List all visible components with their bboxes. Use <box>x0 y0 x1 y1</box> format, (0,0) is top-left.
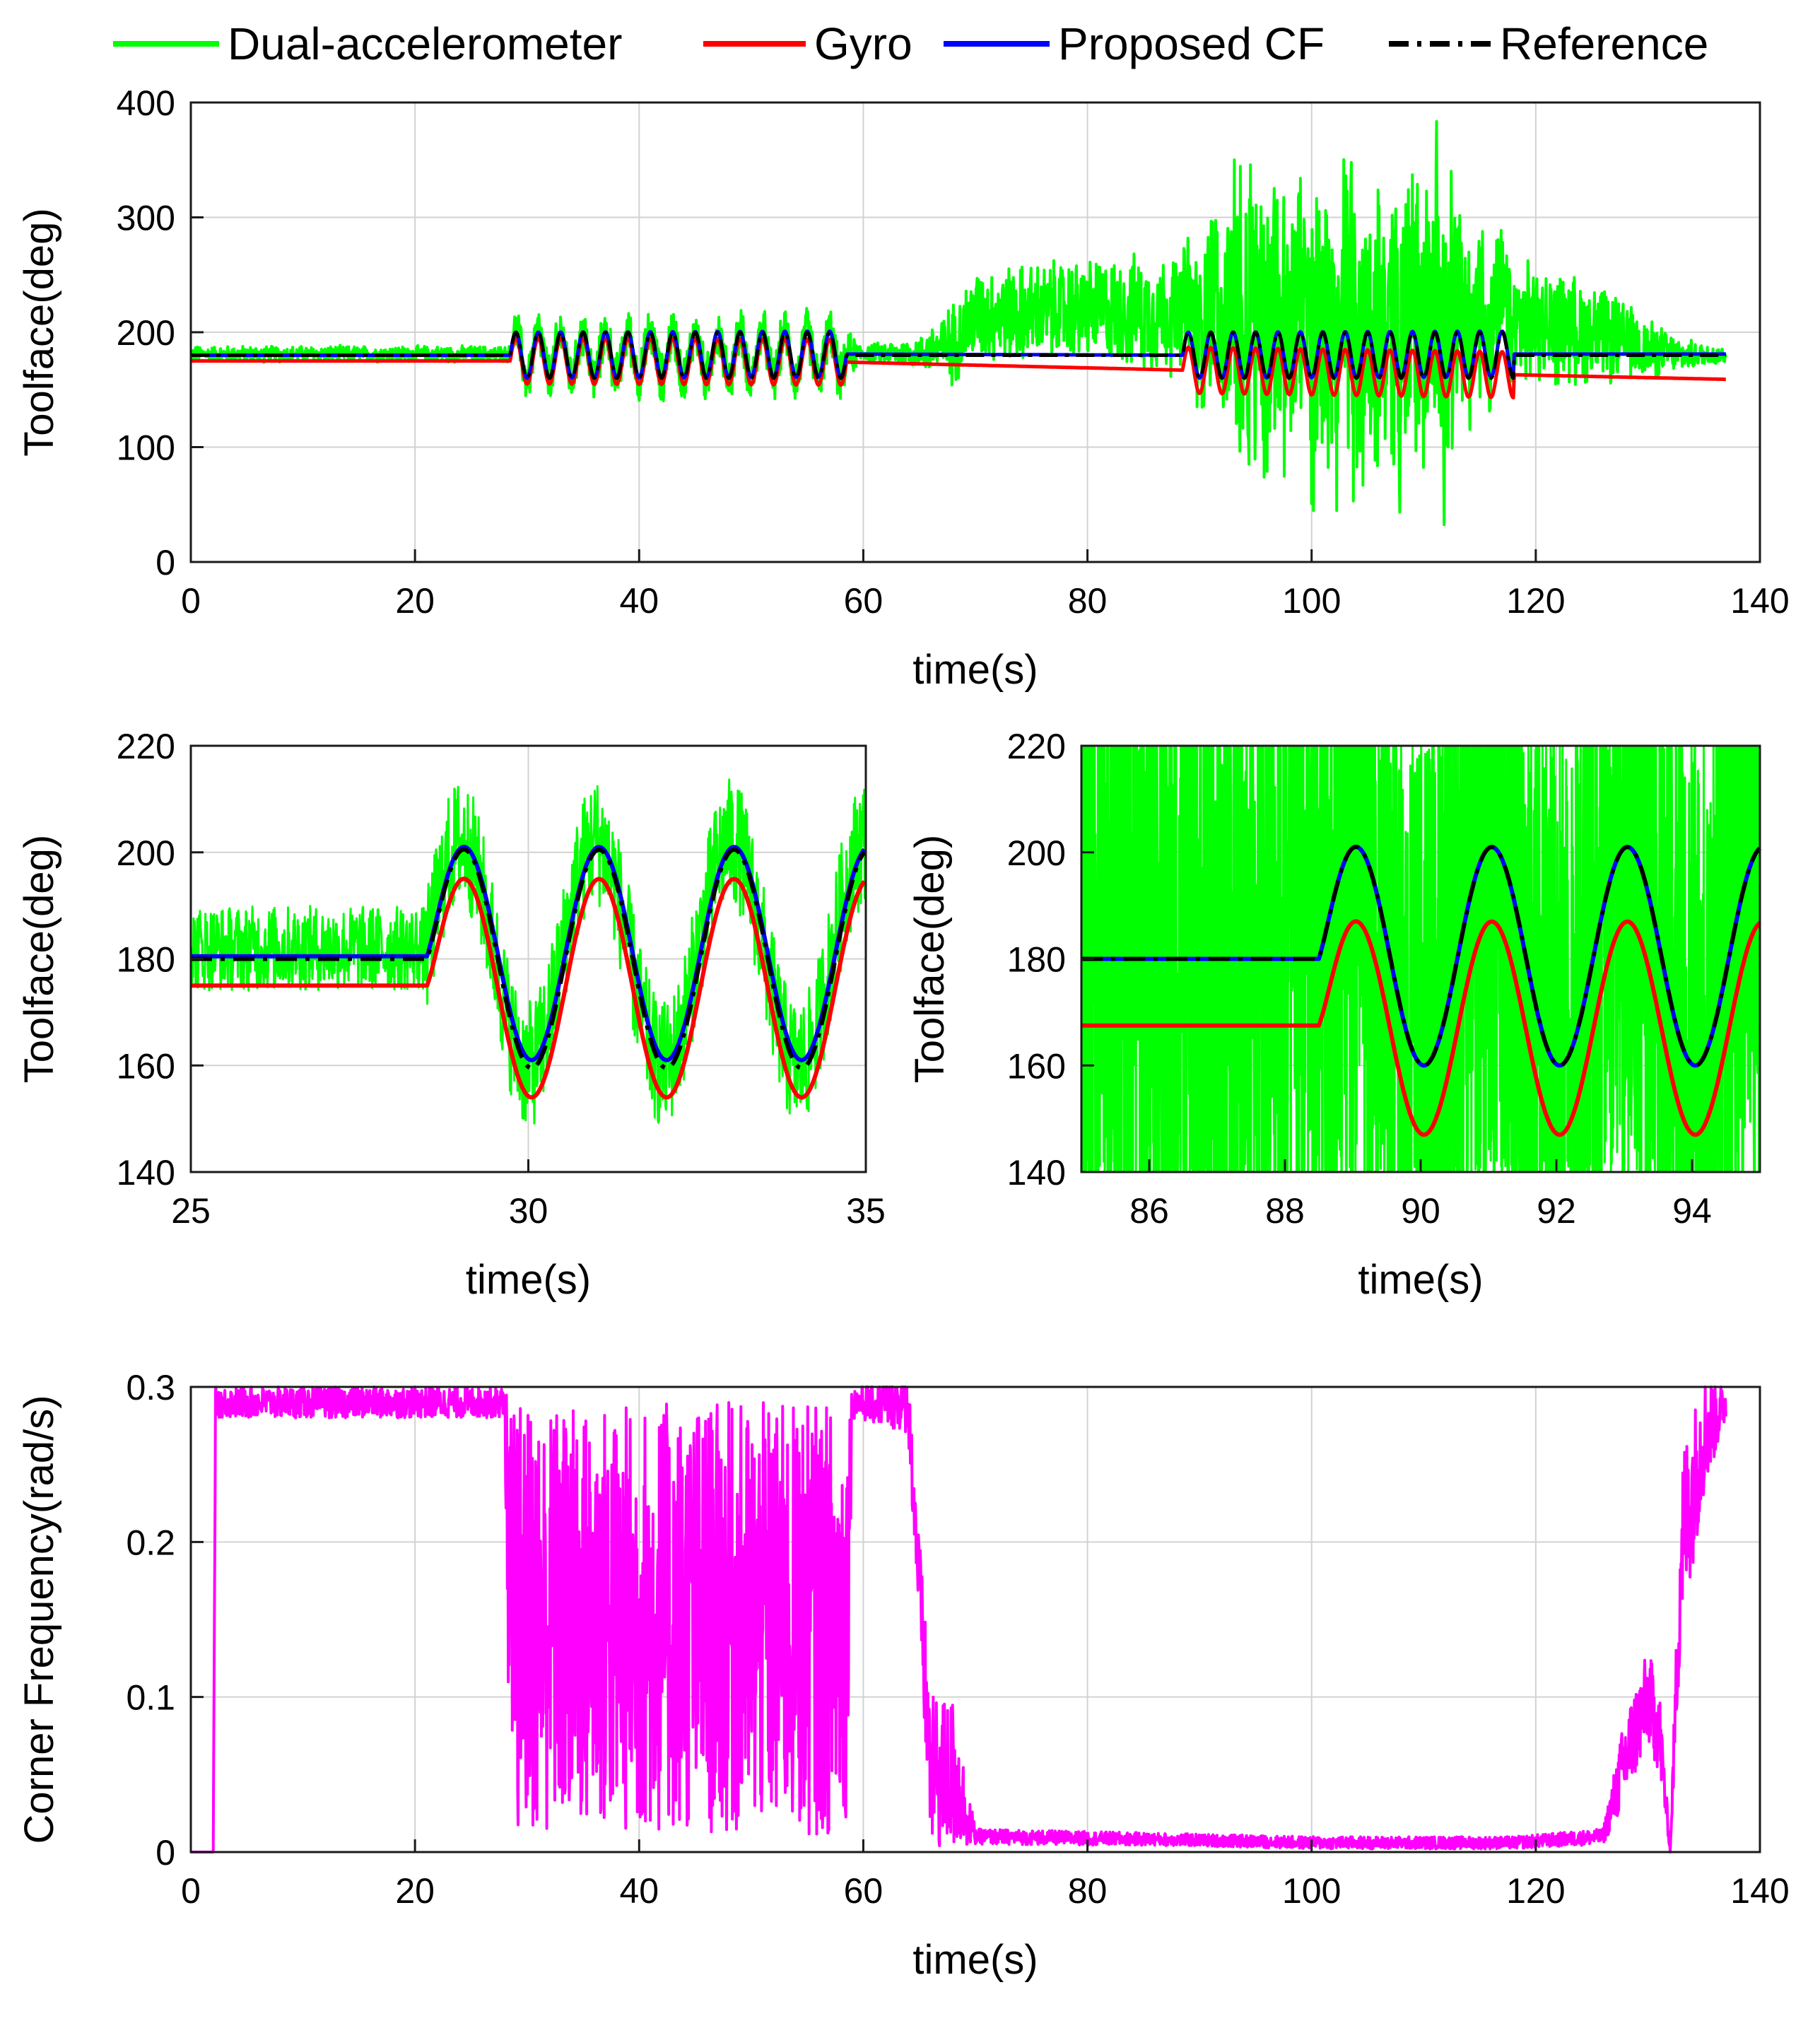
y-tick-label: 0 <box>155 543 175 582</box>
series-proposed-cf <box>1080 845 1762 1068</box>
plot-area <box>189 119 1728 527</box>
y-tick-label: 0.3 <box>126 1368 175 1407</box>
x-tick-label: 90 <box>1401 1191 1440 1231</box>
x-tick-label: 88 <box>1265 1191 1305 1231</box>
x-tick-label: 25 <box>171 1191 211 1231</box>
legend: Dual-accelerometer Gyro Proposed CF Refe… <box>113 18 1708 69</box>
x-tick-label: 94 <box>1672 1191 1712 1231</box>
y-tick-label: 160 <box>117 1046 175 1086</box>
y-tick-label: 200 <box>1007 833 1066 873</box>
x-axis-label: time(s) <box>912 1937 1038 1983</box>
x-tick-label: 86 <box>1129 1191 1169 1231</box>
y-tick-label: 180 <box>1007 940 1066 980</box>
x-tick-label: 20 <box>395 581 435 621</box>
y-tick-label: 160 <box>1007 1046 1066 1086</box>
series-dual-accelerometer <box>189 778 867 1125</box>
y-tick-label: 200 <box>117 833 175 873</box>
legend-label-dual-accelerometer: Dual-accelerometer <box>228 18 622 69</box>
y-axis-label: Toolface(deg) <box>16 835 62 1083</box>
x-tick-label: 20 <box>395 1871 435 1911</box>
y-tick-label: 0.1 <box>126 1678 175 1718</box>
y-tick-label: 220 <box>1007 727 1066 766</box>
x-tick-label: 120 <box>1506 1871 1565 1911</box>
legend-label-reference: Reference <box>1500 18 1708 69</box>
x-tick-label: 60 <box>844 581 883 621</box>
x-tick-label: 80 <box>1068 1871 1108 1911</box>
chart-mid-left: 25 30 35 140 160 180 200 220 time(s) Toolface(deg… <box>16 727 886 1303</box>
x-tick-label: 35 <box>846 1191 886 1231</box>
x-tick-label: 40 <box>619 581 659 621</box>
series-gyro <box>189 877 867 1100</box>
legend-label-gyro: Gyro <box>814 18 912 69</box>
y-axis-label: Toolface(deg) <box>907 835 953 1083</box>
plot-area <box>189 778 867 1125</box>
y-tick-label: 180 <box>117 940 175 980</box>
x-tick-label: 40 <box>619 1871 659 1911</box>
series-reference <box>189 847 867 1070</box>
x-tick-label: 0 <box>181 581 201 621</box>
x-tick-label: 80 <box>1068 581 1108 621</box>
series-reference <box>189 330 1727 380</box>
y-axis-label: Toolface(deg) <box>16 208 62 456</box>
axes-box <box>189 1386 1761 1853</box>
y-tick-label: 200 <box>117 313 175 353</box>
series-gyro <box>189 336 1727 400</box>
y-tick-label: 0 <box>155 1833 175 1873</box>
series-corner-frequency <box>189 1386 1727 1853</box>
y-tick-label: 300 <box>117 199 175 238</box>
series-dual-accelerometer <box>189 119 1728 527</box>
y-tick-label: 100 <box>117 428 175 468</box>
y-tick-label: 0.2 <box>126 1523 175 1562</box>
x-tick-label: 100 <box>1282 581 1341 621</box>
x-axis-label: time(s) <box>466 1257 591 1303</box>
x-axis-label: time(s) <box>1358 1257 1483 1303</box>
chart-bottom: 0 20 40 60 80 100 120 140 0 0.1 0.2 0.3 time(s) Corne… <box>16 1368 1790 1983</box>
plot-area <box>1080 744 1762 1173</box>
x-tick-label: 120 <box>1506 581 1565 621</box>
x-tick-label: 140 <box>1730 581 1789 621</box>
series-gyro <box>1080 919 1762 1137</box>
x-tick-label: 0 <box>181 1871 201 1911</box>
y-tick-label: 140 <box>1007 1153 1066 1193</box>
y-tick-label: 400 <box>117 83 175 123</box>
x-tick-label: 100 <box>1282 1871 1341 1911</box>
y-tick-label: 220 <box>117 727 175 766</box>
chart-top: 0 20 40 60 80 100 120 140 0 100 200 300 400 time(s) To… <box>16 83 1790 693</box>
x-axis-label: time(s) <box>912 647 1038 693</box>
x-tick-label: 30 <box>509 1191 548 1231</box>
plot-area <box>189 1386 1727 1853</box>
y-axis-label: Corner Frequency(rad/s) <box>16 1395 62 1844</box>
x-tick-label: 140 <box>1730 1871 1789 1911</box>
x-tick-label: 92 <box>1537 1191 1576 1231</box>
x-tick-label: 60 <box>844 1871 883 1911</box>
chart-mid-right: 86 88 90 92 94 140 160 180 200 220 time(s) Toolface… <box>907 727 1762 1303</box>
y-tick-label: 140 <box>117 1153 175 1193</box>
legend-label-proposed-cf: Proposed CF <box>1058 18 1325 69</box>
